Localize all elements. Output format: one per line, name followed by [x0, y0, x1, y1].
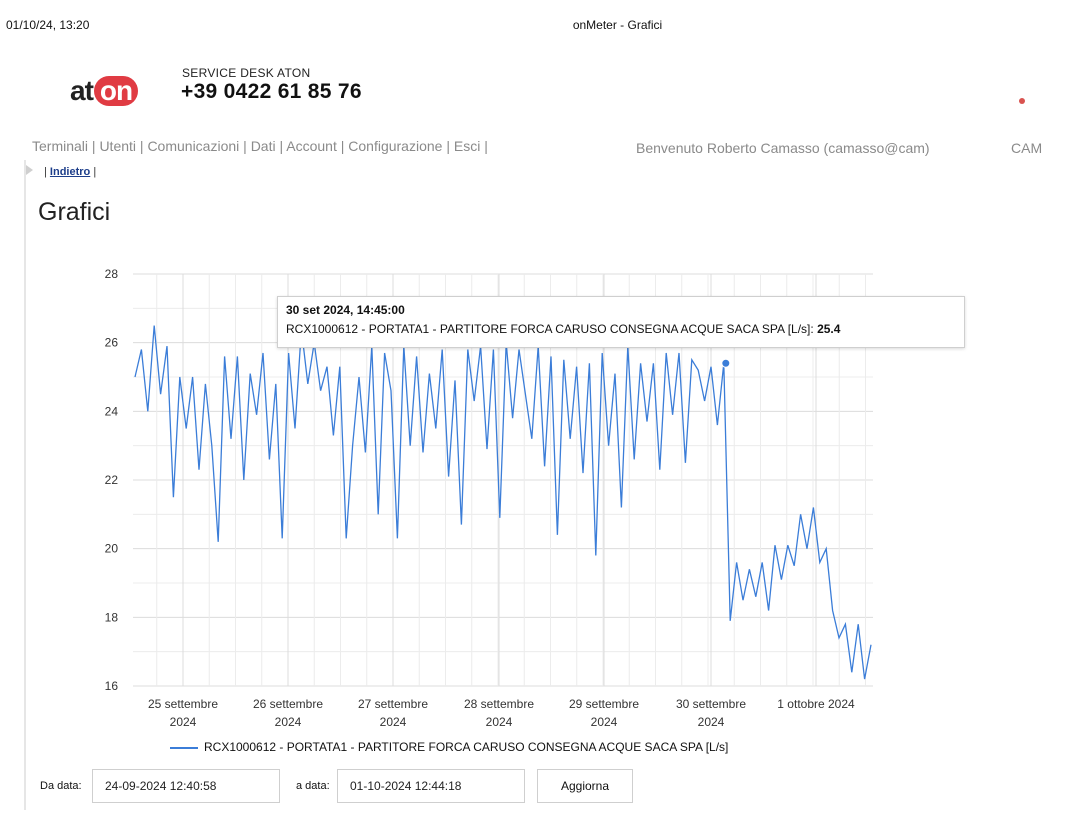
- nav-separator: |: [275, 138, 287, 154]
- breadcrumb: | Indietro |: [44, 166, 97, 178]
- x-tick-year-label: 2024: [275, 715, 302, 729]
- x-tick-label: 30 settembre: [676, 697, 746, 711]
- nav-separator: |: [336, 138, 349, 154]
- to-date-label: a data:: [296, 780, 330, 792]
- nav-item-terminali[interactable]: Terminali: [32, 138, 89, 154]
- update-button[interactable]: Aggiorna: [537, 769, 633, 803]
- x-tick-label: 29 settembre: [569, 697, 639, 711]
- legend-swatch: [170, 746, 198, 749]
- tooltip-series: RCX1000612 - PORTATA1 - PARTITORE FORCA …: [286, 322, 811, 336]
- nav-separator: |: [136, 138, 148, 154]
- x-tick-year-label: 2024: [698, 715, 725, 729]
- y-tick-label: 28: [105, 267, 119, 281]
- nav-separator: |: [239, 138, 251, 154]
- nav-right-label: CAM: [1011, 140, 1043, 156]
- x-tick-year-label: 2024: [486, 715, 513, 729]
- tooltip-title: 30 set 2024, 14:45:00: [286, 303, 405, 317]
- tooltip-value: 25.4: [817, 322, 841, 336]
- y-tick-label: 26: [105, 336, 119, 350]
- nav-item-configurazione[interactable]: Configurazione: [348, 138, 443, 154]
- x-tick-year-label: 2024: [380, 715, 407, 729]
- y-tick-label: 20: [105, 542, 119, 556]
- print-page-title: onMeter - Grafici: [572, 18, 663, 32]
- service-desk-label: SERVICE DESK ATON: [182, 66, 311, 80]
- expand-arrow-icon[interactable]: [26, 165, 33, 175]
- print-datetime: 01/10/24, 13:20: [6, 18, 90, 32]
- x-tick-label: 1 ottobre 2024: [777, 697, 855, 711]
- y-tick-label: 24: [105, 404, 119, 418]
- y-tick-label: 16: [105, 679, 119, 693]
- chart-tooltip: 30 set 2024, 14:45:00 RCX1000612 - PORTA…: [277, 296, 965, 348]
- service-desk-phone: +39 0422 61 85 76: [181, 80, 362, 103]
- tooltip-line: RCX1000612 - PORTATA1 - PARTITORE FORCA …: [286, 322, 841, 336]
- x-tick-label: 27 settembre: [358, 697, 428, 711]
- page-title: Grafici: [38, 198, 111, 226]
- y-tick-label: 18: [105, 610, 119, 624]
- x-tick-year-label: 2024: [170, 715, 197, 729]
- to-date-input[interactable]: [337, 769, 525, 803]
- status-dot-icon: [1019, 98, 1025, 104]
- x-tick-label: 28 settembre: [464, 697, 534, 711]
- nav-item-comunicazioni[interactable]: Comunicazioni: [147, 138, 240, 154]
- x-tick-label: 26 settembre: [253, 697, 323, 711]
- logo-text-right: on: [93, 76, 139, 106]
- highlight-point: [721, 358, 731, 368]
- nav-item-dati[interactable]: Dati: [250, 138, 276, 154]
- aton-logo: at on: [70, 75, 139, 107]
- logo-text-left: at: [70, 75, 94, 106]
- nav-separator: |: [480, 138, 488, 154]
- from-date-input[interactable]: [92, 769, 280, 803]
- x-tick-year-label: 2024: [591, 715, 618, 729]
- chart-legend[interactable]: RCX1000612 - PORTATA1 - PARTITORE FORCA …: [170, 740, 728, 754]
- welcome-text: Benvenuto Roberto Camasso (camasso@cam): [636, 140, 930, 156]
- x-tick-label: 25 settembre: [148, 697, 218, 711]
- left-border: [24, 160, 26, 810]
- back-link[interactable]: Indietro: [49, 166, 91, 178]
- nav-separator: |: [442, 138, 454, 154]
- main-nav: Terminali | Utenti | Comunicazioni | Dat…: [32, 138, 488, 154]
- nav-item-utenti[interactable]: Utenti: [99, 138, 137, 154]
- series-line: [134, 325, 872, 680]
- legend-label: RCX1000612 - PORTATA1 - PARTITORE FORCA …: [204, 740, 729, 754]
- nav-separator: |: [88, 138, 100, 154]
- y-tick-label: 22: [105, 473, 119, 487]
- nav-item-account[interactable]: Account: [286, 138, 337, 154]
- from-date-label: Da data:: [40, 780, 82, 792]
- nav-item-esci[interactable]: Esci: [453, 138, 481, 154]
